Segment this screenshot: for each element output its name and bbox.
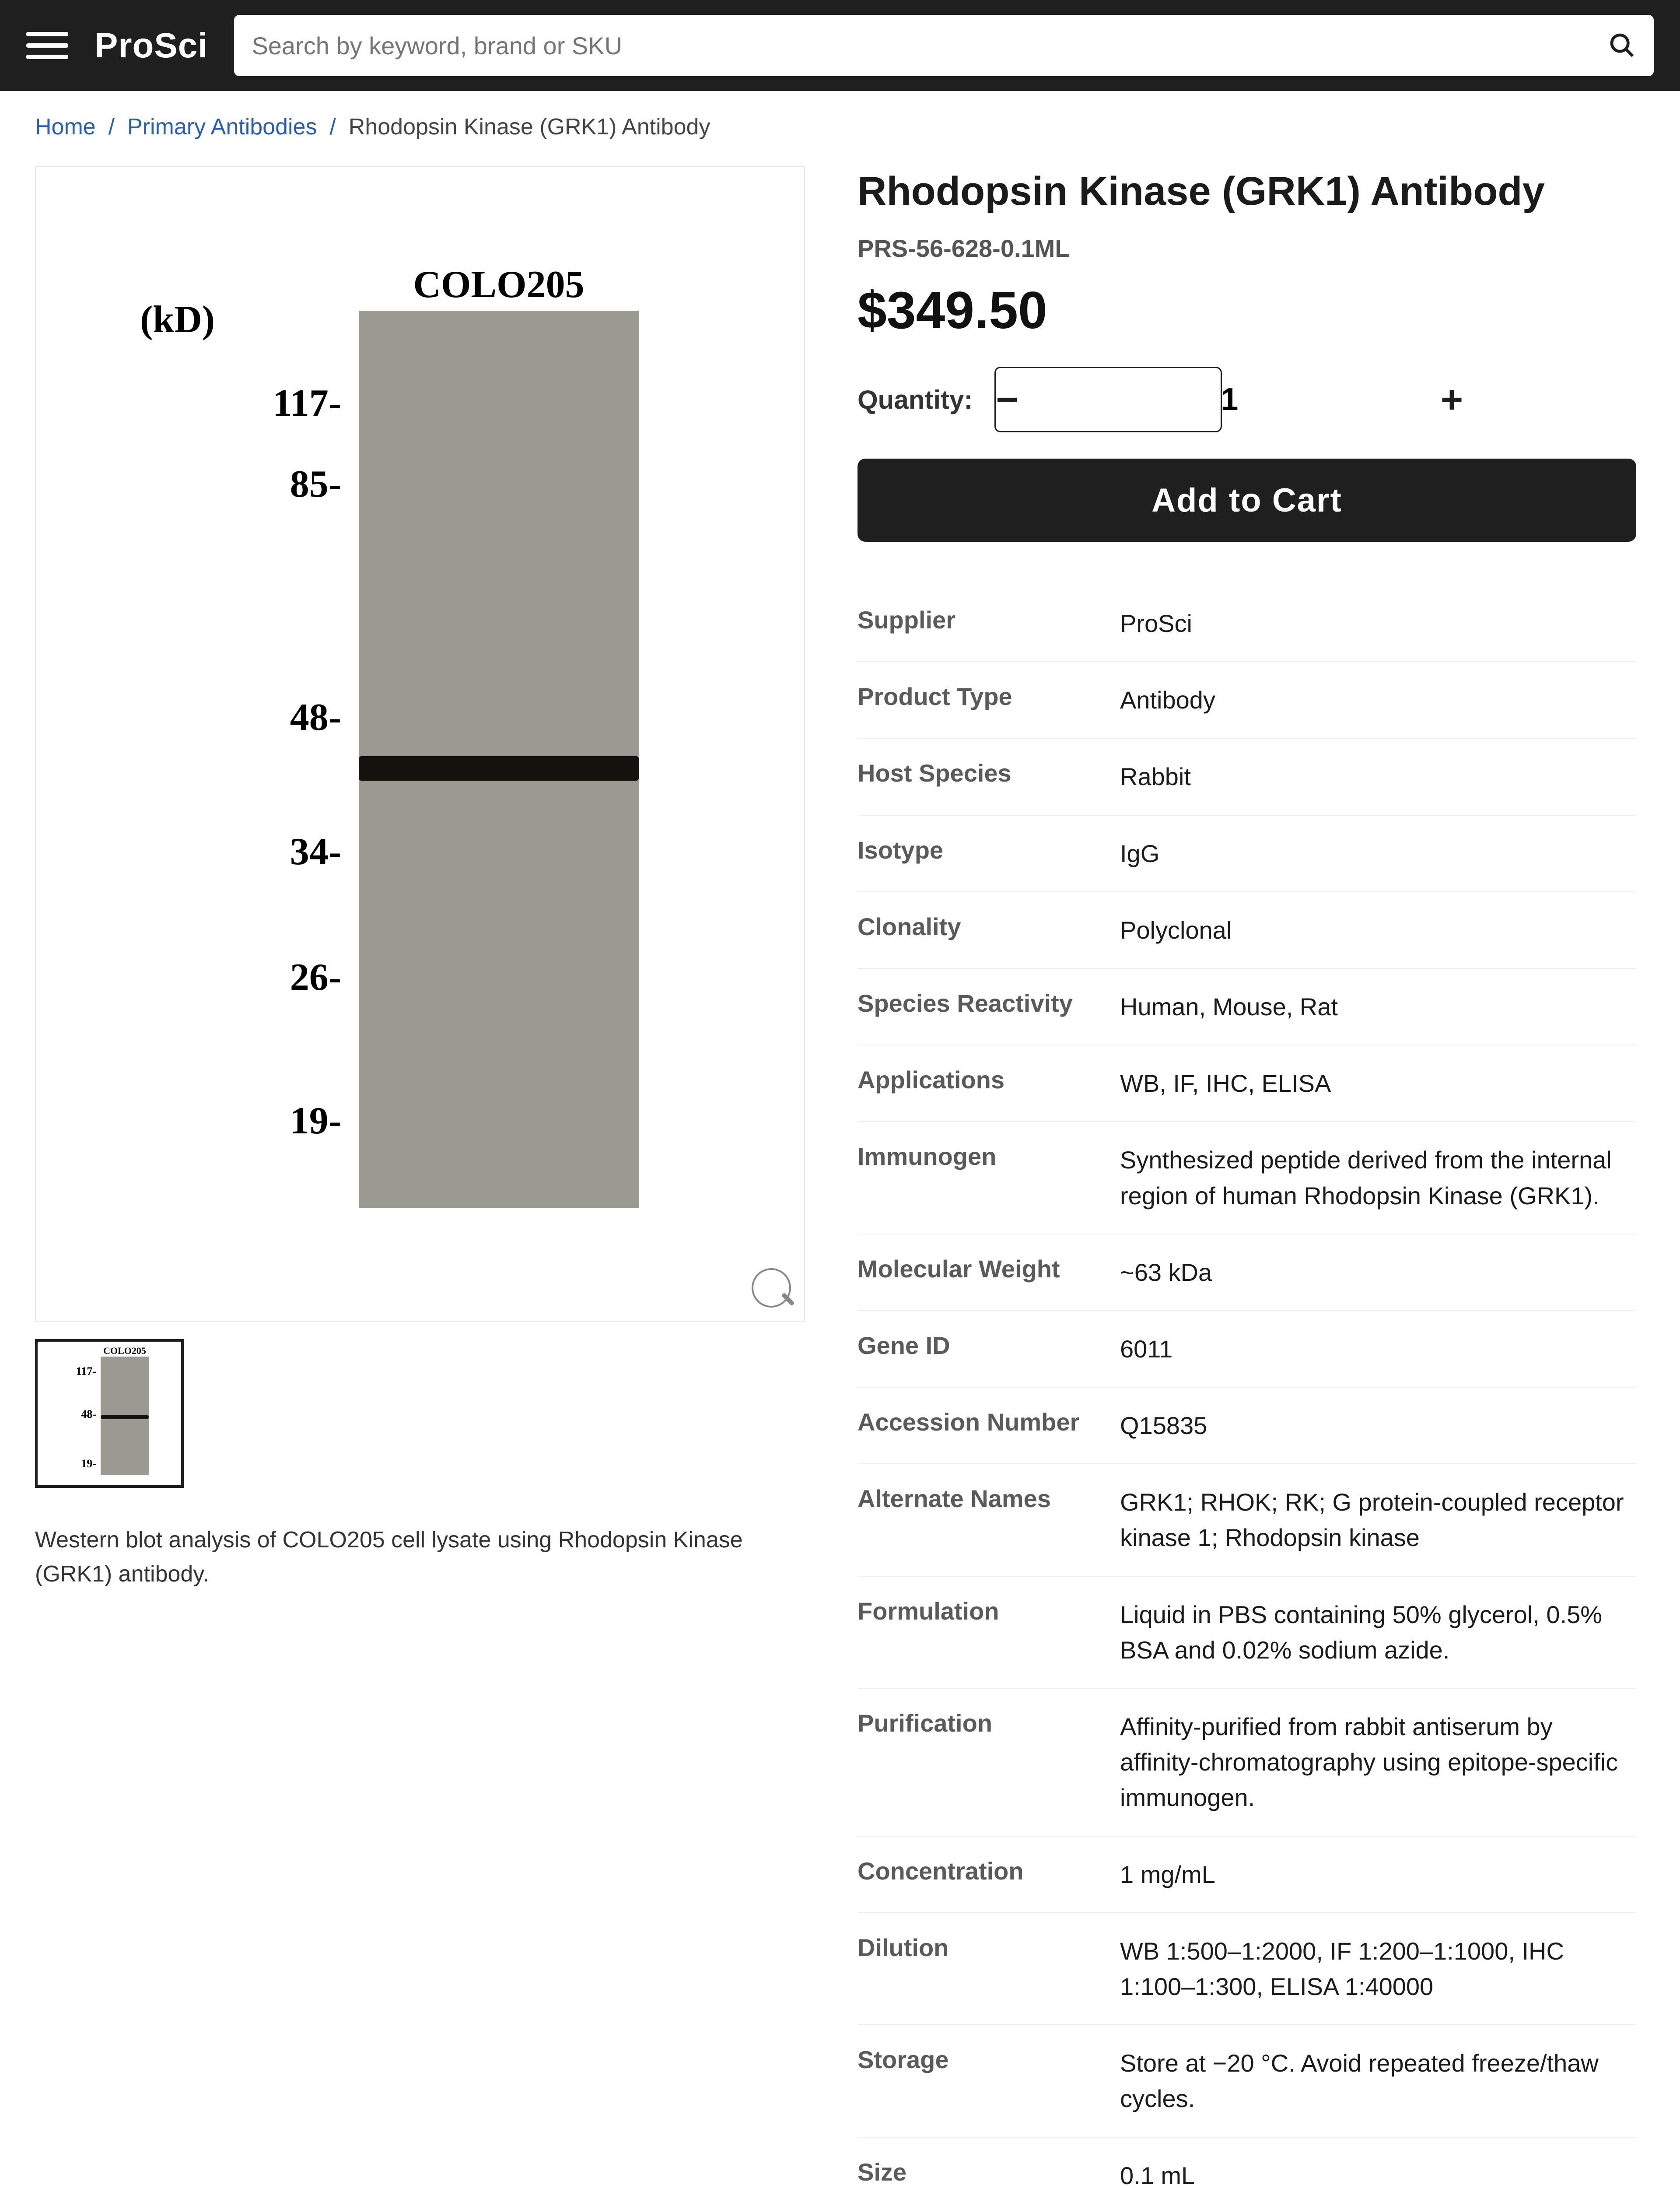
- add-to-cart-button[interactable]: Add to Cart: [858, 459, 1636, 542]
- spec-value: Human, Mouse, Rat: [1120, 989, 1636, 1024]
- spec-key: Storage: [858, 2045, 1102, 2116]
- qty-decrement-button[interactable]: −: [996, 368, 1018, 431]
- breadcrumb-link[interactable]: Primary Antibodies: [127, 114, 317, 140]
- spec-value: Affinity-purified from rabbit antiserum …: [1120, 1709, 1636, 1816]
- spec-value: Liquid in PBS containing 50% glycerol, 0…: [1120, 1597, 1636, 1668]
- spec-row: Applications WB, IF, IHC, ELISA: [858, 1045, 1636, 1122]
- spec-row: Immunogen Synthesized peptide derived fro…: [858, 1122, 1636, 1234]
- spec-row: Host Species Rabbit: [858, 739, 1636, 815]
- menu-icon[interactable]: [26, 25, 68, 67]
- spec-value: Rabbit: [1120, 759, 1636, 794]
- spec-value: ProSci: [1120, 606, 1636, 641]
- product-title: Rhodopsin Kinase (GRK1) Antibody: [858, 166, 1636, 217]
- mw-tick: 19-: [114, 1099, 341, 1143]
- spec-key: Isotype: [858, 836, 1102, 871]
- spec-list: Supplier ProSci Product Type Antibody Host S…: [858, 586, 1636, 2188]
- spec-row: Accession Number Q15835: [858, 1388, 1636, 1464]
- spec-row: Dilution WB 1:500–1:2000, IF 1:200–1:1000…: [858, 1913, 1636, 2025]
- spec-key: Accession Number: [858, 1408, 1102, 1443]
- logo[interactable]: ProSci: [94, 25, 208, 66]
- breadcrumb: Home / Primary Antibodies / Rhodopsin Ki…: [35, 114, 710, 140]
- spec-key: Alternate Names: [858, 1484, 1102, 1555]
- breadcrumb-current: Rhodopsin Kinase (GRK1) Antibody: [349, 114, 710, 140]
- mw-tick: 34-: [114, 830, 341, 874]
- spec-value: Antibody: [1120, 682, 1636, 718]
- zoom-icon[interactable]: [752, 1268, 791, 1308]
- spec-value: WB, IF, IHC, ELISA: [1120, 1066, 1636, 1101]
- spec-value: ~63 kDa: [1120, 1255, 1636, 1290]
- spec-key: Applications: [858, 1066, 1102, 1101]
- spec-key: Concentration: [858, 1857, 1102, 1892]
- spec-key: Molecular Weight: [858, 1255, 1102, 1290]
- mw-tick: 19-: [52, 1457, 96, 1470]
- main-image-frame[interactable]: (kD) COLO205 117- 85- 48- 34- 26- 19-: [35, 166, 805, 1322]
- spec-row: Clonality Polyclonal: [858, 892, 1636, 969]
- spec-row: Molecular Weight ~63 kDa: [858, 1234, 1636, 1311]
- spec-row: Alternate Names GRK1; RHOK; RK; G protein…: [858, 1464, 1636, 1576]
- image-caption: Western blot analysis of COLO205 cell ly…: [35, 1523, 805, 1591]
- blot-band: [359, 756, 639, 781]
- spec-key: Dilution: [858, 1933, 1102, 2004]
- thumbnail-strip: 117- 48- 19- COLO205: [35, 1339, 805, 1488]
- spec-row: Isotype IgG: [858, 816, 1636, 892]
- spec-value: 0.1 mL: [1120, 2158, 1636, 2188]
- spec-key: Clonality: [858, 912, 1102, 948]
- lane-label: COLO205: [359, 263, 639, 307]
- quantity-stepper: − +: [994, 367, 1222, 432]
- product-sku: PRS-56-628-0.1ML: [858, 234, 1636, 263]
- info-column: Rhodopsin Kinase (GRK1) Antibody PRS-56-…: [858, 166, 1636, 2188]
- western-blot-thumb: 117- 48- 19- COLO205: [52, 1348, 166, 1479]
- breadcrumb-link[interactable]: Home: [35, 114, 96, 140]
- mw-tick: 48-: [114, 695, 341, 740]
- page: ProSci Home / Primary Antibodies / Rhodo…: [0, 0, 1680, 2188]
- media-column: (kD) COLO205 117- 85- 48- 34- 26- 19- 117- 48-…: [35, 166, 805, 1488]
- mw-tick: 117-: [52, 1365, 96, 1378]
- spec-value: IgG: [1120, 836, 1636, 871]
- quantity-row: Quantity: − +: [858, 367, 1636, 432]
- spec-value: GRK1; RHOK; RK; G protein-coupled recept…: [1120, 1484, 1636, 1555]
- spec-row: Gene ID 6011: [858, 1311, 1636, 1388]
- search-icon[interactable]: [1608, 32, 1636, 60]
- spec-value: 1 mg/mL: [1120, 1857, 1636, 1892]
- spec-value: Q15835: [1120, 1408, 1636, 1443]
- spec-value: Store at −20 °C. Avoid repeated freeze/t…: [1120, 2045, 1636, 2116]
- spec-key: Purification: [858, 1709, 1102, 1816]
- axis-title: (kD): [140, 298, 215, 342]
- spec-key: Product Type: [858, 682, 1102, 718]
- search-bar: [234, 15, 1654, 76]
- spec-row: PurificationAffinity-purified from rabbi…: [858, 1689, 1636, 1837]
- spec-key: Immunogen: [858, 1142, 1102, 1213]
- product-price: $349.50: [858, 280, 1636, 340]
- mw-tick: 117-: [114, 381, 341, 425]
- thumbnail[interactable]: 117- 48- 19- COLO205: [35, 1339, 184, 1488]
- quantity-label: Quantity:: [858, 385, 973, 415]
- spec-value: WB 1:500–1:2000, IF 1:200–1:1000, IHC 1:…: [1120, 1933, 1636, 2004]
- top-bar: ProSci: [0, 0, 1680, 91]
- mw-tick: 48-: [52, 1408, 96, 1421]
- mw-tick: 85-: [114, 462, 341, 506]
- mw-tick: 26-: [114, 955, 341, 999]
- search-input[interactable]: [252, 32, 1595, 60]
- lane-label: COLO205: [96, 1345, 153, 1357]
- spec-key: Species Reactivity: [858, 989, 1102, 1024]
- quantity-input[interactable]: [1018, 382, 1441, 417]
- spec-row: Supplier ProSci: [858, 586, 1636, 662]
- spec-row: Product Type Antibody: [858, 662, 1636, 739]
- spec-key: Host Species: [858, 759, 1102, 794]
- spec-key: Size: [858, 2158, 1102, 2188]
- spec-value: Synthesized peptide derived from the int…: [1120, 1142, 1636, 1213]
- spec-value: Polyclonal: [1120, 912, 1636, 948]
- spec-row: Species Reactivity Human, Mouse, Rat: [858, 969, 1636, 1045]
- spec-row: Concentration 1 mg/mL: [858, 1837, 1636, 1913]
- qty-increment-button[interactable]: +: [1441, 368, 1463, 431]
- spec-row: Formulation Liquid in PBS containing 50% …: [858, 1577, 1636, 1689]
- spec-key: Supplier: [858, 606, 1102, 641]
- spec-value: 6011: [1120, 1331, 1636, 1367]
- spec-key: Formulation: [858, 1597, 1102, 1668]
- western-blot-figure: (kD) COLO205 117- 85- 48- 34- 26- 19-: [114, 263, 726, 1225]
- spec-row: Storage Store at −20 °C. Avoid repeated f…: [858, 2025, 1636, 2137]
- spec-key: Gene ID: [858, 1331, 1102, 1367]
- spec-row: Size 0.1 mL: [858, 2138, 1636, 2188]
- blot-band: [101, 1415, 149, 1419]
